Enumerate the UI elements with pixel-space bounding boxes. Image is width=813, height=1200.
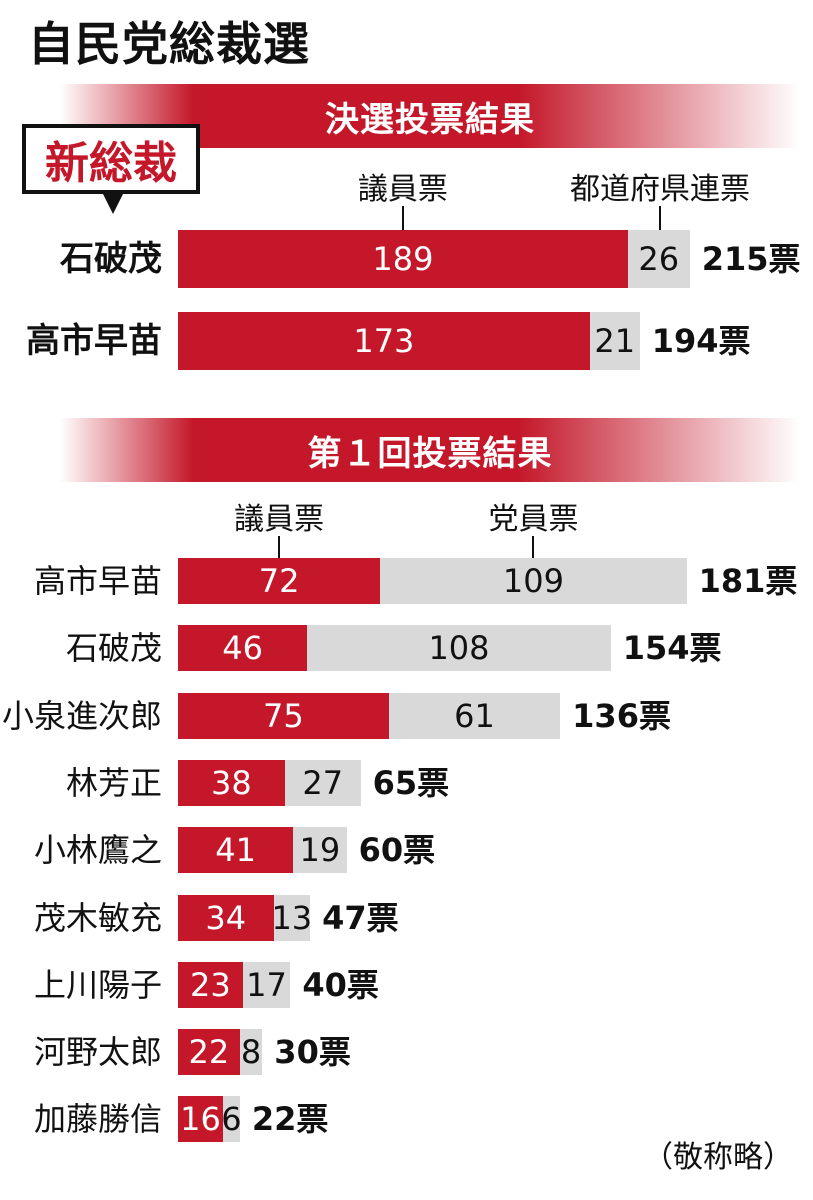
bar-second-votes: 26 (627, 230, 690, 288)
bar-legislator-votes: 38 (178, 759, 285, 806)
series-label-legislator: 議員票 (234, 502, 325, 537)
series-tick-second (532, 536, 535, 558)
bar-second-votes: 19 (293, 827, 347, 874)
series-label-legislator: 議員票 (357, 172, 448, 207)
total-votes: 30票 (274, 1033, 351, 1072)
bar-legislator-votes: 75 (178, 692, 389, 739)
bar-second-votes: 21 (589, 312, 640, 370)
bar-legislator-votes: 189 (178, 230, 628, 288)
candidate-name: 石破茂 (65, 629, 162, 668)
bar-legislator-votes: 41 (178, 827, 294, 874)
bar-legislator-votes: 16 (178, 1096, 223, 1143)
total-votes: 154票 (622, 629, 722, 668)
candidate-name: 河野太郎 (33, 1033, 162, 1072)
bar-legislator-votes: 22 (178, 1029, 240, 1076)
series-tick-second (659, 206, 661, 230)
bar-legislator-votes: 72 (178, 558, 381, 604)
total-votes: 22票 (251, 1100, 329, 1139)
total-votes: 60票 (358, 831, 436, 870)
series-label-second: 党員票 (488, 502, 579, 537)
new-president-callout: 新総裁 (22, 124, 200, 194)
candidate-name: 高市早苗 (33, 562, 162, 600)
candidate-name: 高市早苗 (26, 321, 162, 361)
bar-second-votes: 8 (239, 1029, 263, 1076)
candidate-name: 茂木敏充 (33, 898, 162, 937)
bar-legislator-votes: 173 (178, 312, 590, 370)
total-votes: 194票 (651, 322, 751, 360)
total-votes: 40票 (302, 965, 379, 1004)
bar-second-votes: 13 (271, 894, 312, 941)
bar-second-votes: 27 (284, 759, 361, 806)
total-votes: 215票 (701, 240, 801, 278)
total-votes: 181票 (698, 562, 798, 600)
bar-second-votes: 109 (380, 558, 687, 604)
total-votes: 136票 (572, 696, 671, 735)
candidate-name: 小林鷹之 (33, 831, 162, 870)
bar-legislator-votes: 46 (178, 625, 308, 672)
bar-second-votes: 6 (221, 1096, 242, 1143)
bar-second-votes: 17 (242, 961, 291, 1008)
candidate-name: 林芳正 (65, 763, 162, 802)
bar-second-votes: 61 (388, 692, 561, 739)
first-vote-heading: 第１回投票結果 (60, 418, 800, 482)
total-votes: 65票 (372, 763, 450, 802)
bar-second-votes: 108 (307, 625, 611, 672)
series-tick-legislator (278, 536, 281, 558)
honorifics-omitted-note: （敬称略） (643, 1140, 793, 1175)
total-votes: 47票 (322, 898, 399, 937)
callout-pointer-icon (102, 192, 124, 214)
page-title: 自民党総裁選 (28, 17, 310, 71)
series-tick-legislator (401, 206, 404, 230)
candidate-name: 石破茂 (60, 239, 162, 279)
bar-legislator-votes: 23 (178, 961, 243, 1008)
series-label-second: 都道府県連票 (570, 172, 750, 207)
candidate-name: 小泉進次郎 (1, 696, 162, 735)
candidate-name: 上川陽子 (33, 965, 162, 1004)
bar-legislator-votes: 34 (178, 894, 274, 941)
candidate-name: 加藤勝信 (33, 1100, 162, 1139)
